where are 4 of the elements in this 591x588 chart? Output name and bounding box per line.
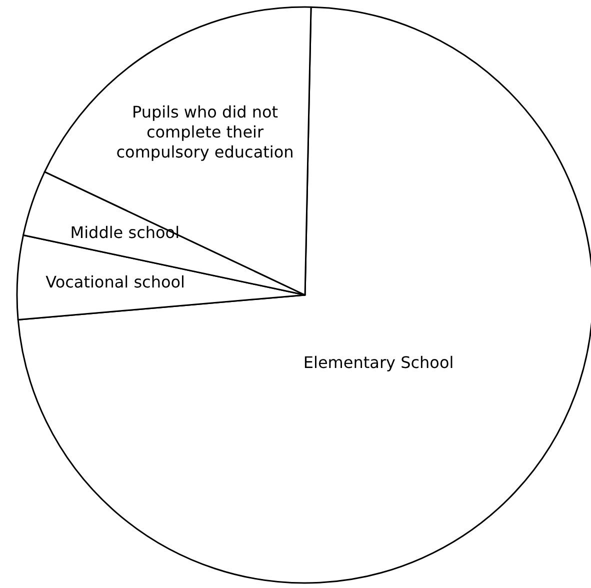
slice-label: Pupils who did not complete their compulsory education — [116, 102, 294, 162]
slice-label: Elementary School — [303, 353, 454, 372]
slice-label: Middle school — [70, 224, 180, 243]
slice-label: Vocational school — [46, 272, 185, 292]
